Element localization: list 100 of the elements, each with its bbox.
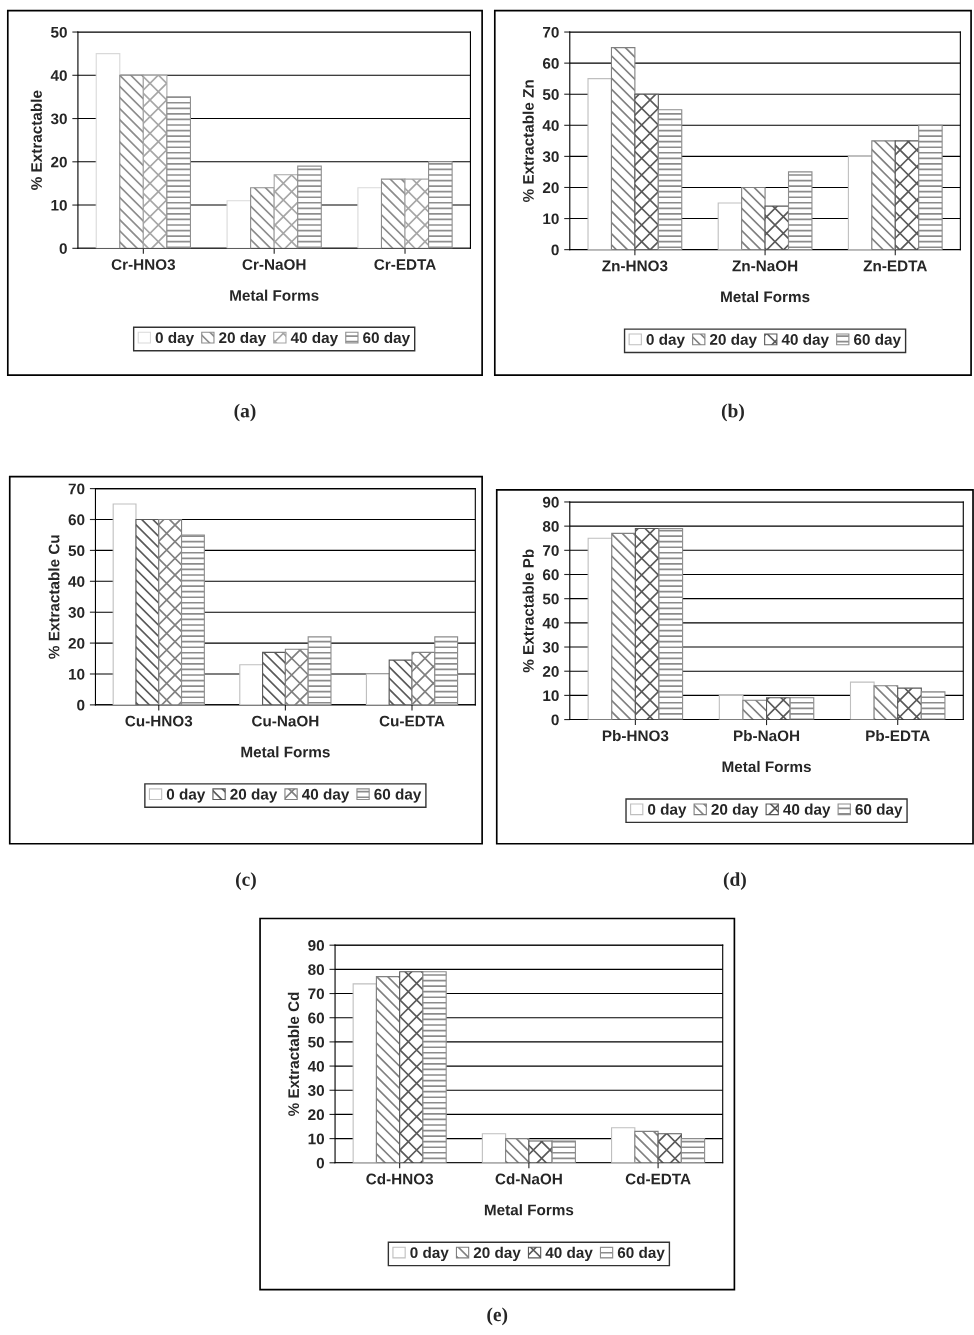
x-tick-label: Pb-EDTA — [866, 729, 930, 742]
legend-label: 20 day — [230, 788, 278, 803]
x-axis-title: Metal Forms — [722, 760, 811, 773]
bar — [718, 694, 744, 720]
y-tick-label: 50 — [50, 26, 67, 38]
bar — [95, 53, 121, 249]
y-tick-label: 10 — [543, 690, 559, 702]
bar — [388, 659, 413, 705]
legend-label: 20 day — [711, 803, 759, 818]
y-tick-label: 30 — [542, 151, 559, 163]
y-tick-label: 20 — [308, 1109, 325, 1121]
bar — [357, 187, 383, 249]
legend-label: 0 day — [410, 1246, 449, 1262]
legend-label: 20 day — [709, 333, 757, 348]
y-axis-title: % Extractable Zn — [522, 80, 534, 203]
y-tick-label: 30 — [68, 607, 85, 618]
legend-label: 60 day — [854, 333, 901, 348]
bar — [918, 124, 943, 250]
bar — [658, 528, 684, 720]
bar — [505, 1138, 530, 1163]
x-axis-title: Metal Forms — [484, 1204, 574, 1216]
x-axis-title: Metal Forms — [230, 289, 319, 301]
y-tick-label: 0 — [77, 699, 85, 711]
bar — [404, 178, 430, 249]
x-tick-label: Cr-HNO3 — [111, 259, 176, 270]
x-tick-label: Cu-HNO3 — [125, 715, 193, 727]
y-tick-label: 60 — [542, 569, 559, 581]
bar — [789, 697, 815, 720]
bar — [742, 699, 768, 720]
y-tick-label: 30 — [50, 113, 67, 125]
y-axis-title: % Extractable — [30, 90, 42, 190]
bar — [428, 161, 453, 249]
bar — [657, 1133, 682, 1163]
legend-label: 0 day — [166, 788, 206, 803]
text: (c) — [236, 872, 256, 890]
x-tick-label: Zn-EDTA — [863, 260, 927, 272]
x-tick-label: Cr-NaOH — [242, 259, 306, 270]
bar — [166, 96, 191, 249]
x-tick-label: Cr-EDTA — [374, 259, 436, 270]
bar — [365, 673, 390, 705]
legend-label: 60 day — [617, 1246, 665, 1262]
bar — [297, 165, 322, 249]
y-tick-label: 70 — [308, 988, 325, 1000]
bar — [142, 74, 168, 249]
x-tick-label: Cu-NaOH — [252, 715, 319, 727]
y-tick-label: 40 — [307, 1060, 325, 1072]
legend-label: 40 day — [290, 331, 339, 347]
bar — [920, 691, 946, 720]
y-tick-label: 50 — [308, 1036, 325, 1048]
bar — [894, 140, 920, 250]
bar — [849, 681, 875, 720]
y-tick-label: 0 — [316, 1157, 325, 1169]
legend-label: 60 day — [363, 331, 411, 347]
x-axis-title: Metal Forms — [241, 746, 330, 758]
y-tick-label: 10 — [51, 199, 67, 211]
bar — [717, 202, 743, 250]
bar — [119, 74, 144, 249]
legend-label: 0 day — [646, 333, 685, 348]
y-tick-label: 30 — [542, 641, 559, 653]
x-tick-label: Zn-NaOH — [732, 260, 798, 272]
text: (a) — [234, 403, 256, 422]
bar — [380, 178, 406, 249]
bar — [611, 1127, 636, 1163]
y-tick-label: 60 — [308, 1012, 325, 1024]
bar — [657, 109, 683, 250]
bar — [634, 1130, 659, 1163]
y-tick-label: 70 — [543, 545, 559, 556]
x-tick-label: Cu-EDTA — [379, 715, 445, 727]
bar — [587, 78, 613, 250]
bar — [610, 47, 636, 250]
y-tick-label: 70 — [68, 483, 85, 495]
bar — [399, 971, 424, 1163]
y-tick-label: 80 — [308, 964, 325, 976]
bar — [375, 976, 401, 1163]
text: (b) — [721, 403, 744, 422]
y-tick-label: 30 — [308, 1085, 325, 1096]
bar — [528, 1140, 553, 1163]
legend-label: 40 day — [783, 803, 831, 818]
y-tick-label: 80 — [542, 521, 559, 532]
legend-label: 20 day — [473, 1246, 521, 1262]
legend-label: 0 day — [648, 803, 687, 818]
y-tick-label: 40 — [50, 70, 67, 81]
bar — [587, 537, 613, 720]
legend-label: 40 day — [301, 788, 350, 803]
legend-label: 0 day — [155, 331, 195, 347]
x-tick-label: Pb-NaOH — [734, 729, 800, 742]
y-tick-label: 50 — [68, 545, 85, 557]
bar — [239, 664, 264, 705]
x-tick-label: Cd-HNO3 — [366, 1173, 434, 1185]
y-tick-label: 50 — [542, 89, 559, 100]
x-tick-label: Cd-EDTA — [625, 1173, 691, 1185]
y-tick-label: 10 — [543, 213, 559, 225]
y-tick-label: 70 — [543, 26, 559, 38]
legend-label: 60 day — [855, 803, 903, 818]
bar — [112, 503, 137, 705]
y-tick-label: 90 — [308, 940, 325, 951]
bar — [226, 200, 252, 249]
bar — [741, 186, 766, 250]
y-tick-label: 10 — [69, 668, 85, 680]
y-tick-label: 60 — [68, 514, 85, 526]
